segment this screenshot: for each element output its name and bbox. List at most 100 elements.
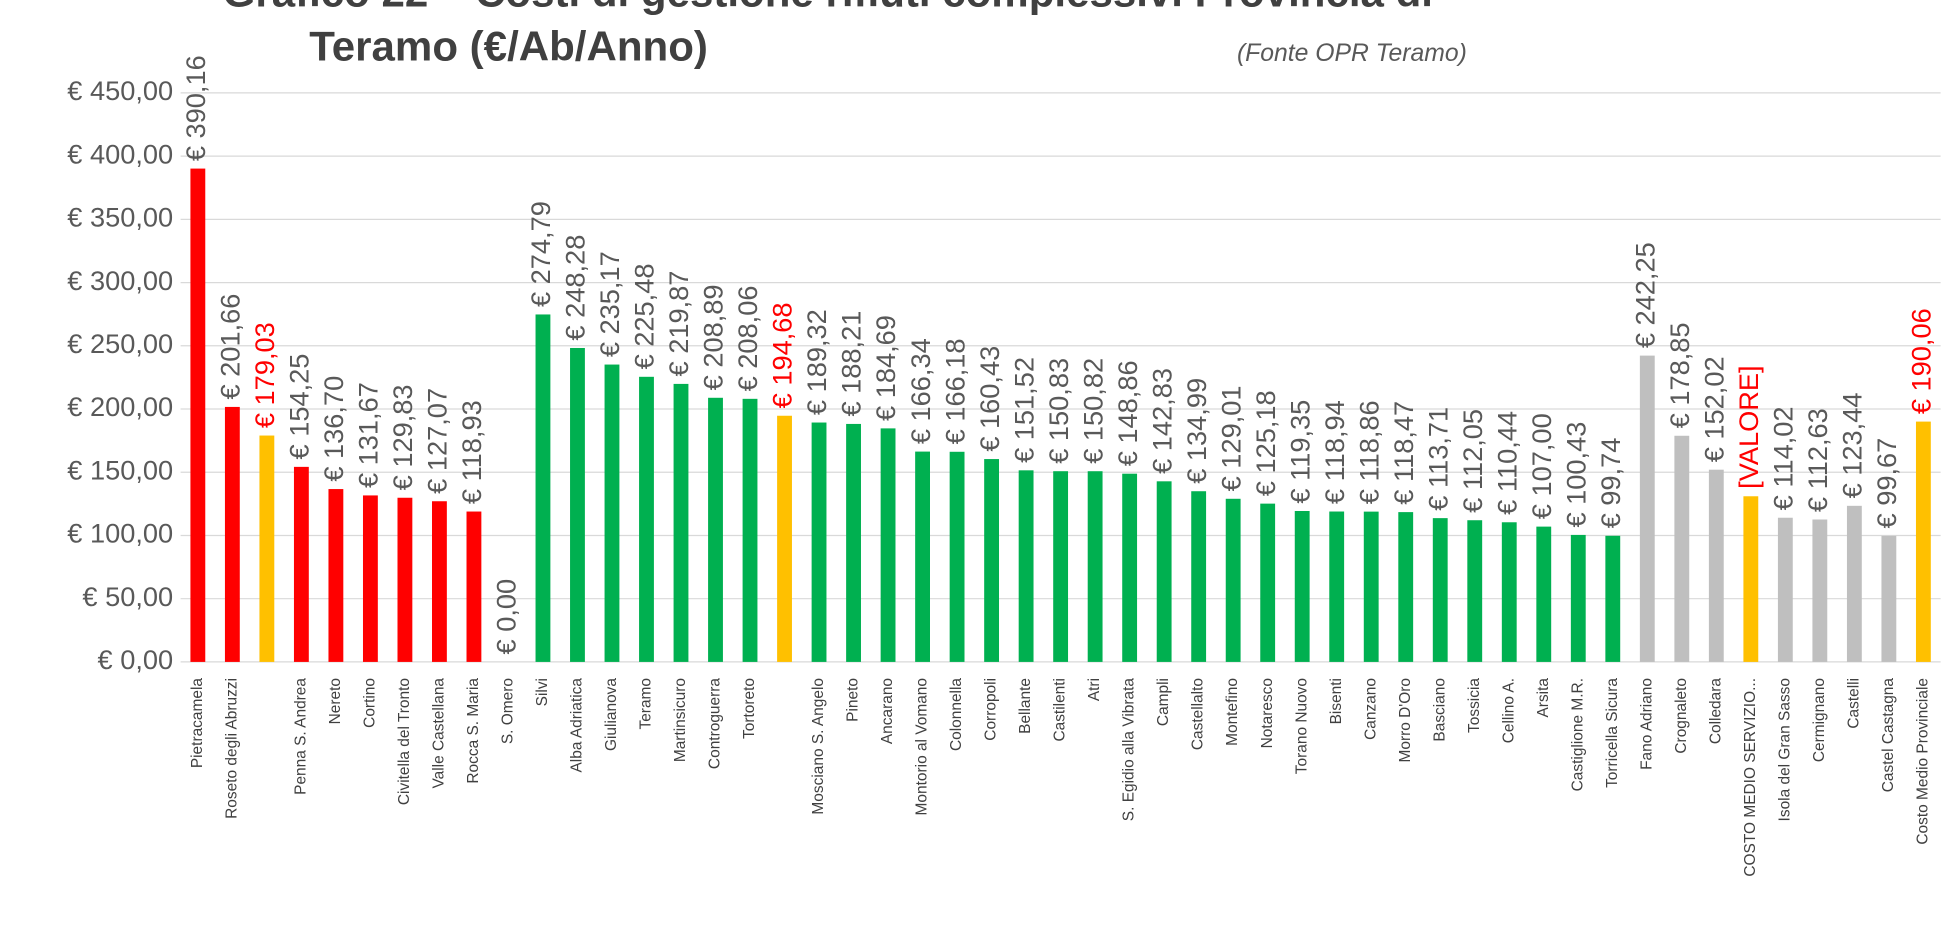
bar	[1225, 498, 1241, 662]
x-tick-label: Colonnella	[948, 678, 965, 751]
bar	[1639, 355, 1655, 662]
bar	[1260, 503, 1276, 662]
bar	[1018, 470, 1034, 662]
x-tick-label: Bellante	[1017, 678, 1034, 734]
y-tick-label: € 100,00	[67, 518, 173, 549]
x-tick-label: Atri	[1086, 678, 1103, 701]
bar	[1191, 491, 1207, 662]
x-tick-label: Teramo	[638, 678, 655, 730]
y-tick-label: € 450,00	[67, 75, 173, 106]
bar	[1122, 473, 1138, 662]
x-tick-label: Rocca S. Maria	[465, 678, 482, 784]
value-label: € 248,28	[560, 235, 591, 341]
value-label: € 112,63	[1802, 408, 1833, 512]
x-tick-label: S. Omero	[500, 678, 517, 744]
bar	[362, 495, 378, 662]
value-label: € 160,43	[974, 346, 1005, 452]
x-tick-label: Silvi	[534, 678, 551, 706]
x-tick-label: Crognaleto	[1673, 678, 1690, 754]
value-label: € 150,82	[1077, 358, 1108, 464]
bar	[570, 347, 585, 662]
y-tick-label: € 250,00	[67, 328, 173, 359]
value-label: € 113,71	[1422, 407, 1453, 511]
bar	[1743, 496, 1759, 662]
x-tick-label: Penna S. Andrea	[292, 678, 309, 795]
bar	[742, 398, 758, 662]
value-label: € 129,01	[1215, 385, 1246, 491]
value-label: € 166,18	[939, 338, 970, 444]
x-tick-label: Castiglione M.R.	[1569, 678, 1586, 791]
bar	[1881, 535, 1897, 662]
x-tick-label: Alba Adriatica	[569, 678, 586, 773]
bar	[846, 423, 861, 662]
value-label: € 0,00	[491, 579, 522, 655]
x-tick-label: Notaresco	[1259, 678, 1276, 748]
value-label: € 188,21	[836, 311, 867, 417]
x-tick-label: Torricella Sicura	[1604, 678, 1621, 788]
value-label: € 189,32	[801, 309, 832, 415]
bar	[1398, 512, 1414, 662]
bar	[466, 511, 482, 662]
value-label: € 201,66	[215, 294, 246, 400]
value-label: € 225,48	[629, 263, 660, 369]
bar	[259, 435, 275, 662]
value-label: € 118,94	[1319, 400, 1350, 504]
bar	[397, 497, 413, 662]
bar	[673, 383, 689, 662]
value-label: € 151,52	[1008, 357, 1039, 463]
value-label: € 242,25	[1629, 242, 1660, 348]
value-label: € 148,86	[1112, 360, 1143, 466]
y-tick-label: € 350,00	[67, 202, 173, 233]
value-label: € 190,06	[1906, 308, 1937, 414]
x-tick-label: Ancarano	[879, 678, 896, 744]
value-label: € 114,02	[1768, 406, 1799, 510]
bar	[1915, 421, 1931, 662]
value-label: € 118,86	[1353, 400, 1384, 504]
bar	[1467, 520, 1483, 662]
bar	[708, 397, 723, 662]
value-label: € 107,00	[1526, 413, 1557, 519]
bar	[1605, 535, 1621, 662]
x-tick-label: Controguerra	[707, 678, 724, 769]
x-tick-label: Martinsicuro	[672, 678, 689, 762]
x-tick-label: Fano Adriano	[1638, 678, 1655, 770]
value-label: € 235,17	[594, 251, 625, 357]
x-tick-label: Giulianova	[603, 678, 620, 751]
value-label: € 118,93	[456, 400, 487, 504]
value-label: € 179,03	[249, 322, 280, 428]
value-label: € 112,05	[1457, 409, 1488, 513]
x-tick-label: Nereto	[327, 678, 344, 724]
value-label: € 99,74	[1595, 438, 1626, 529]
value-label: € 152,02	[1699, 356, 1730, 462]
bar	[1432, 518, 1448, 662]
bar	[1674, 435, 1690, 662]
y-tick-label: € 50,00	[82, 581, 173, 612]
x-tick-label: Roseto degli Abruzzi	[223, 678, 240, 819]
bar	[1812, 519, 1828, 662]
bar	[639, 376, 654, 662]
x-tick-label: Cellino A.	[1500, 678, 1517, 743]
x-tick-label: Isola del Gran Sasso	[1776, 678, 1793, 821]
x-tick-label: Montefino	[1224, 678, 1241, 746]
x-tick-label: Civitella del Tronto	[396, 678, 413, 805]
value-label: € 208,06	[732, 286, 763, 392]
x-tick-label: Tossicia	[1466, 678, 1483, 733]
x-tick-label: Castellalto	[1190, 678, 1207, 750]
value-label: € 166,34	[905, 338, 936, 444]
x-tick-label: Castelli	[1845, 678, 1862, 729]
value-label: € 119,35	[1284, 400, 1315, 504]
bar	[777, 415, 792, 662]
x-tick-label: Pietracamela	[189, 678, 206, 769]
chart-title: Teramo (€/Ab/Anno)	[309, 23, 708, 70]
bar	[1708, 469, 1724, 662]
value-label: € 219,87	[663, 271, 694, 377]
value-label: € 390,16	[180, 55, 211, 161]
x-tick-label: Montorio al Vomano	[914, 678, 931, 815]
bar	[1846, 505, 1862, 662]
x-tick-label: Corropoli	[983, 678, 1000, 741]
x-tick-label: Cortino	[361, 678, 378, 728]
bar	[1294, 511, 1310, 662]
value-label: € 127,07	[422, 388, 453, 494]
x-tick-label: S. Egidio alla Vibrata	[1121, 678, 1138, 822]
value-label: € 100,43	[1560, 422, 1591, 528]
